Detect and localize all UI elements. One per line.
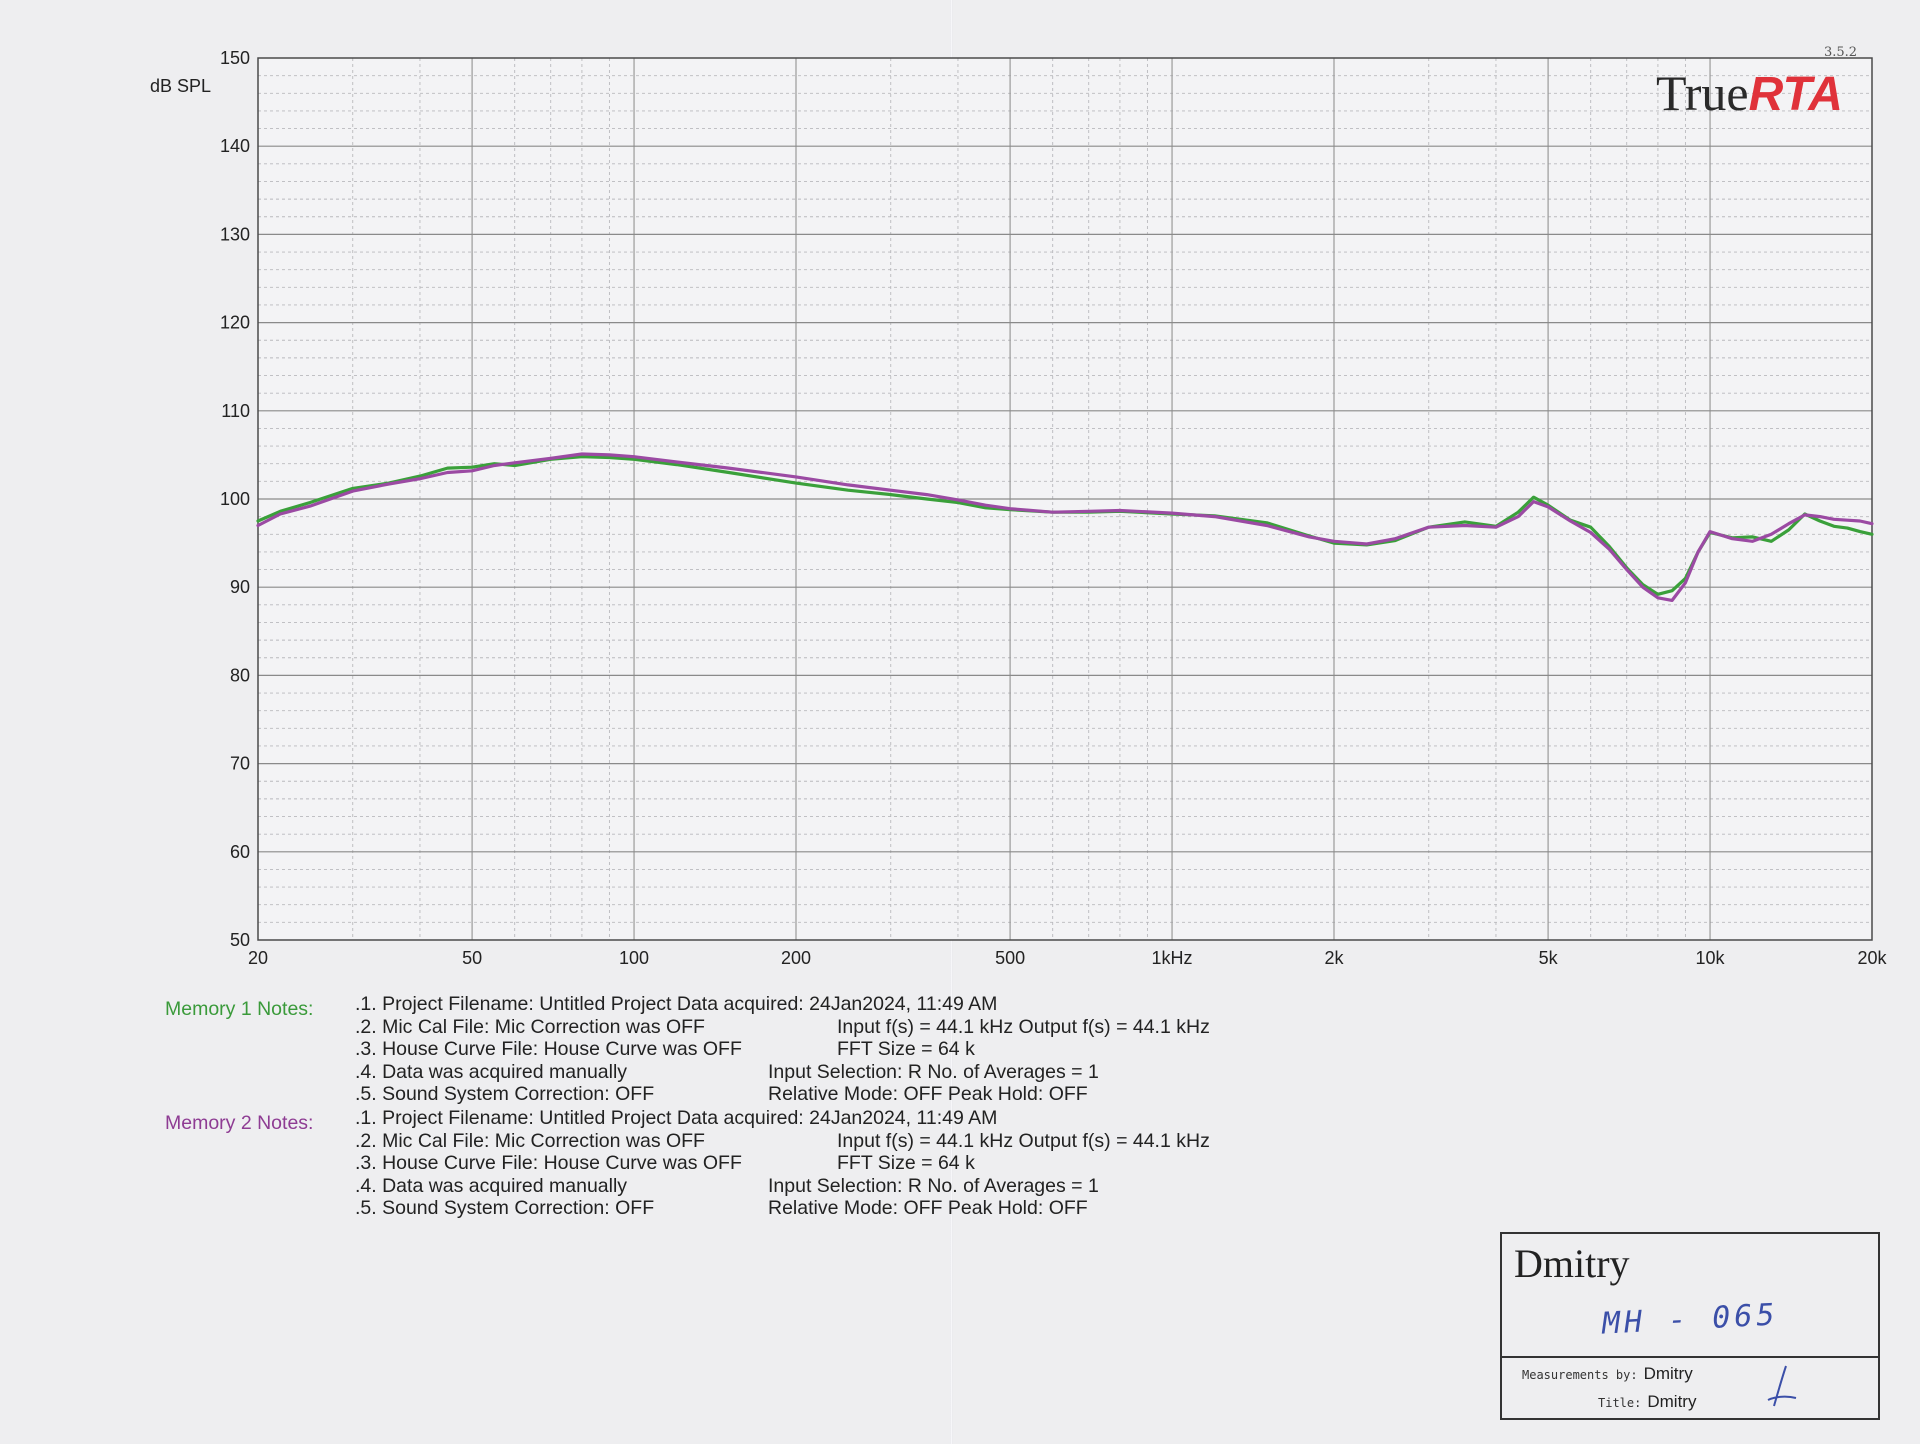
title-row: Title: Dmitry <box>1598 1392 1696 1412</box>
plot-frame <box>257 57 1873 941</box>
memory-1-line-3: .3. House Curve File: House Curve was OF… <box>355 1038 742 1061</box>
memory-1-line-4: .4. Data was acquired manually <box>355 1060 628 1083</box>
memory-1-line-5: .5. Sound System Correction: OFF <box>355 1083 655 1106</box>
x-tick-labels: 20 50 100 200 500 1kHz 2k 5k 10k 20k <box>248 948 1888 968</box>
y-tick-label: 140 <box>220 136 250 156</box>
memory-2-line-5: .5. Sound System Correction: OFF <box>355 1197 655 1220</box>
measurements-by-label: Measurements by: <box>1522 1368 1638 1382</box>
memory-2-line-5b: Relative Mode: OFF Peak Hold: OFF <box>768 1197 1088 1220</box>
x-tick-label: 200 <box>781 948 811 968</box>
handwritten-model-number: MH - 065 <box>1601 1297 1780 1342</box>
y-axis-unit: dB SPL <box>150 76 211 96</box>
signature-mark <box>1767 1365 1797 1407</box>
series-layer <box>256 452 1874 602</box>
memory-2-line-2: .2. Mic Cal File: Mic Correction was OFF <box>355 1129 705 1152</box>
x-tick-label: 2k <box>1324 948 1344 968</box>
memory-2-heading: Memory 2 Notes: <box>165 1112 314 1134</box>
version-label: 3.5.2 <box>1824 45 1857 60</box>
signature-box: Dmitry MH - 065 Measurements by: Dmitry T… <box>1500 1232 1880 1420</box>
title-value: Dmitry <box>1647 1392 1697 1411</box>
measurements-by-value: Dmitry <box>1643 1364 1693 1383</box>
brand-logo-plain: True <box>1656 65 1749 121</box>
y-tick-label: 90 <box>230 577 250 597</box>
y-tick-label: 100 <box>220 489 250 509</box>
y-tick-label: 110 <box>221 401 250 421</box>
x-tick-label: 20 <box>248 948 268 968</box>
memory-1-line-2: .2. Mic Cal File: Mic Correction was OFF <box>355 1015 705 1038</box>
x-tick-label: 500 <box>995 948 1025 968</box>
memory-1-line-1: .1. Project Filename: Untitled Project D… <box>355 993 998 1015</box>
memory-2-line-3: .3. House Curve File: House Curve was OF… <box>355 1152 742 1175</box>
memory-1-line-4b: Input Selection: R No. of Averages = 1 <box>768 1060 1099 1083</box>
y-tick-label: 60 <box>230 842 250 862</box>
memory-1-line-3b: FFT Size = 64 k <box>837 1038 975 1061</box>
measurements-by-row: Measurements by: Dmitry <box>1522 1364 1693 1384</box>
y-tick-label: 130 <box>220 224 250 244</box>
y-tick-label: 80 <box>230 665 250 685</box>
y-tick-labels: 150 140 130 120 110 100 90 80 70 60 50 <box>220 48 250 950</box>
x-tick-label: 10k <box>1696 948 1726 968</box>
grid-major <box>258 58 1872 940</box>
series-line-2 <box>256 452 1874 602</box>
x-tick-label: 20k <box>1857 948 1887 968</box>
y-tick-label: 150 <box>220 48 250 68</box>
x-tick-label: 1kHz <box>1152 948 1193 968</box>
memory-2-line-2b: Input f(s) = 44.1 kHz Output f(s) = 44.1… <box>837 1129 1210 1152</box>
x-tick-label: 50 <box>462 948 482 968</box>
grid-minor <box>258 58 1872 940</box>
brand-logo: TrueRTA <box>1656 65 1843 121</box>
title-label: Title: <box>1598 1396 1642 1410</box>
x-tick-label: 100 <box>619 948 649 968</box>
y-tick-label: 120 <box>220 313 250 333</box>
signature-name: Dmitry <box>1514 1241 1630 1286</box>
memory-1-line-2b: Input f(s) = 44.1 kHz Output f(s) = 44.1… <box>837 1015 1210 1038</box>
y-tick-label: 50 <box>230 930 250 950</box>
y-tick-label: 70 <box>230 754 250 774</box>
memory-2-line-4: .4. Data was acquired manually <box>355 1174 628 1197</box>
memory-1-heading: Memory 1 Notes: <box>165 998 314 1020</box>
memory-1-line-5b: Relative Mode: OFF Peak Hold: OFF <box>768 1083 1088 1106</box>
memory-2-line-3b: FFT Size = 64 k <box>837 1152 975 1175</box>
brand-logo-accent: RTA <box>1749 68 1843 121</box>
memory-2-line-1: .1. Project Filename: Untitled Project D… <box>355 1107 998 1129</box>
signature-divider <box>1502 1356 1878 1358</box>
memory-2-line-4b: Input Selection: R No. of Averages = 1 <box>768 1174 1099 1197</box>
x-tick-label: 5k <box>1539 948 1559 968</box>
